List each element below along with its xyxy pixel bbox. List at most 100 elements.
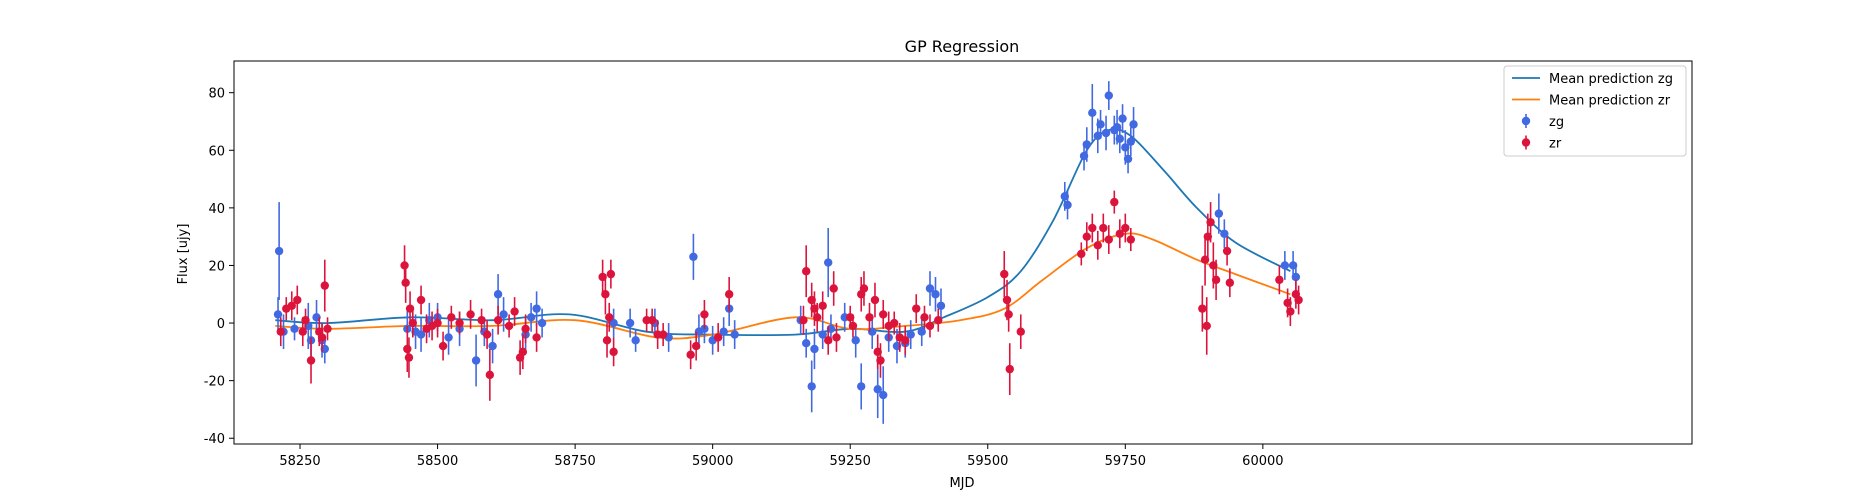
zg-point-79 [1291, 272, 1301, 282]
x-tick-label-3: 59000 [692, 454, 733, 469]
y-tick-label-0: -40 [204, 432, 225, 447]
plot-area [273, 81, 1303, 424]
zg-point-38 [801, 339, 811, 348]
zg-point-45 [851, 336, 860, 345]
zr-point-30 [510, 307, 519, 316]
zg-point-41 [818, 330, 827, 339]
zr-point-44 [658, 330, 668, 339]
zr-point-2 [287, 301, 296, 310]
zg-point-62 [1088, 108, 1097, 118]
zr-point-42 [647, 315, 657, 325]
zg-point-54 [917, 327, 926, 336]
zr-point-34 [532, 333, 541, 342]
zr-point-17 [416, 295, 426, 305]
zr-point-104 [1294, 295, 1303, 305]
zr-point-76 [1000, 269, 1009, 279]
zr-point-45 [686, 350, 695, 359]
zg-point-66 [1104, 91, 1114, 100]
zg-point-3 [290, 324, 299, 334]
zg-point-42 [824, 258, 833, 267]
zr-point-85 [1099, 223, 1108, 233]
zr-point-5 [301, 315, 310, 325]
zg-point-48 [873, 385, 882, 394]
zg-point-36 [730, 330, 739, 339]
zr-point-63 [865, 313, 874, 322]
zg-point-69 [1115, 134, 1125, 143]
zg-point-11 [416, 330, 426, 339]
legend-label-3: zr [1549, 137, 1562, 152]
zr-point-37 [602, 336, 612, 345]
zr-point-54 [813, 313, 822, 322]
zg-point-19 [493, 290, 503, 299]
zg-point-1 [274, 246, 284, 256]
zr-point-102 [1286, 307, 1295, 316]
y-tick-label-6: 80 [208, 87, 225, 102]
zg-point-34 [719, 327, 728, 336]
x-tick-label-0: 58250 [279, 454, 320, 469]
zg-point-18 [488, 341, 497, 351]
zr-point-14 [404, 353, 414, 362]
legend-box [1503, 65, 1687, 157]
zg-point-65 [1101, 128, 1111, 138]
zr-point-26 [482, 330, 492, 339]
zr-point-95 [1206, 218, 1215, 227]
zr-point-25 [477, 315, 486, 325]
zg-point-30 [689, 252, 698, 262]
zg-point-76 [1220, 229, 1229, 238]
zg-point-56 [931, 290, 940, 299]
zg-point-22 [526, 313, 536, 322]
zg-point-16 [471, 356, 481, 365]
zr-point-11 [400, 261, 409, 270]
x-tick-label-2: 58750 [554, 454, 595, 469]
zg-point-14 [444, 333, 453, 342]
legend-label-1: Mean prediction zr [1549, 94, 1671, 109]
zg-point-26 [625, 318, 635, 328]
zr-point-91 [1198, 304, 1207, 313]
zg-point-70 [1118, 114, 1127, 123]
zg-point-23 [532, 304, 541, 313]
y-tick-label-5: 60 [208, 144, 225, 159]
x-tick-label-7: 60000 [1242, 454, 1283, 469]
zr-point-24 [466, 310, 475, 319]
zr-point-73 [920, 313, 929, 322]
zr-point-55 [818, 301, 827, 310]
zr-point-97 [1211, 275, 1221, 285]
zr-point-74 [925, 321, 935, 331]
zr-point-21 [438, 341, 448, 351]
zr-point-36 [601, 290, 610, 299]
zg-point-61 [1082, 140, 1091, 149]
chart-title: GP Regression [905, 37, 1020, 56]
zr-point-77 [1002, 295, 1012, 305]
x-tick-label-4: 59250 [830, 454, 871, 469]
zr-point-84 [1093, 241, 1102, 250]
zr-point-23 [455, 318, 464, 328]
zr-point-38 [605, 313, 614, 322]
zr-point-9 [320, 281, 329, 290]
zr-point-6 [306, 356, 316, 365]
zr-point-71 [901, 336, 910, 345]
zr-point-72 [912, 304, 921, 313]
zr-point-22 [447, 313, 456, 322]
zg-point-24 [537, 318, 547, 328]
plot-frame [233, 60, 1693, 445]
zr-point-100 [1275, 275, 1284, 285]
zr-point-88 [1115, 229, 1125, 238]
zr-point-49 [724, 290, 734, 299]
zr-point-27 [485, 370, 495, 380]
zr-point-87 [1110, 197, 1119, 207]
zr-point-83 [1088, 223, 1097, 233]
y-axis-ticks: -40 -20 0 20 40 60 80 [204, 87, 234, 447]
zg-point-57 [936, 301, 946, 310]
zg-point-53 [906, 330, 915, 339]
zr-point-57 [829, 284, 838, 293]
x-axis-ticks: 58250 58500 58750 59000 59250 59500 59750 60000 [279, 444, 1284, 469]
zr-point-60 [848, 321, 858, 331]
legend-swatch-2 [1521, 116, 1531, 126]
zr-point-48 [713, 333, 723, 342]
zr-point-98 [1222, 246, 1232, 256]
zr-point-47 [700, 310, 709, 319]
zr-point-50 [799, 315, 808, 325]
zr-point-90 [1126, 235, 1136, 244]
zr-point-66 [876, 356, 885, 365]
